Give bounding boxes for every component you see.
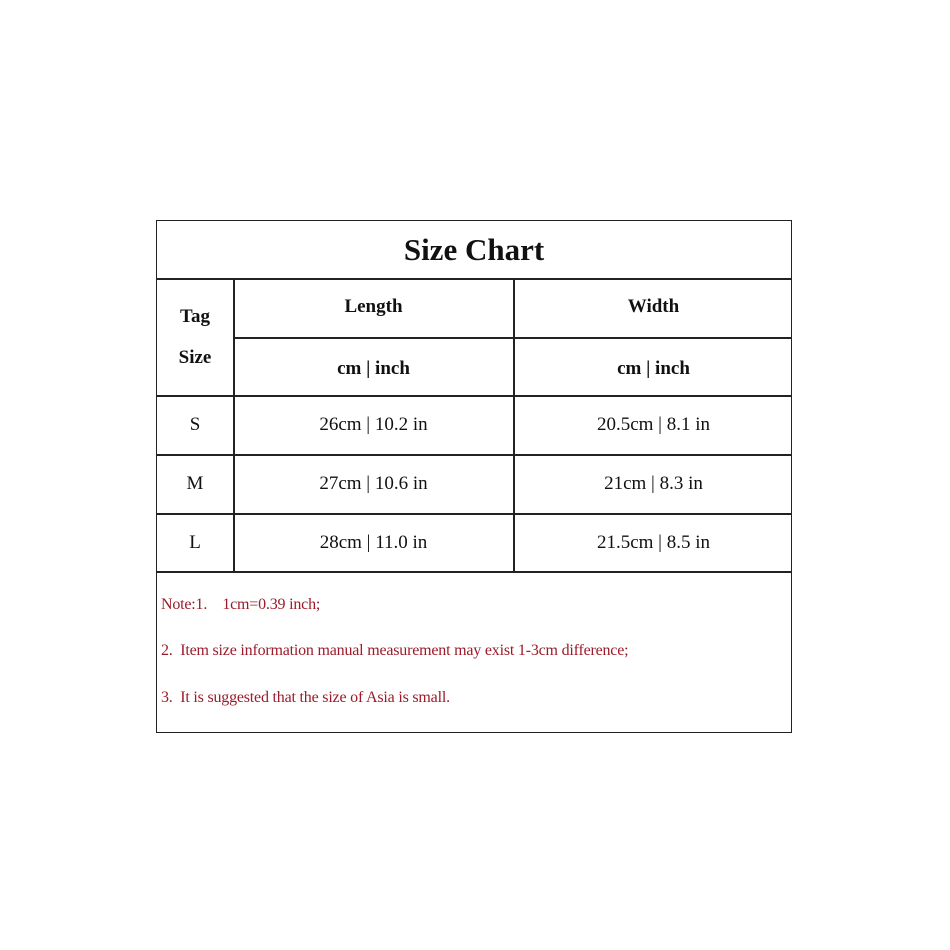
width-header: Width (627, 295, 680, 317)
note-2: 2. Item size information manual measurem… (161, 642, 629, 659)
divider (234, 337, 791, 339)
width-unit-header: cm | inch (617, 357, 690, 379)
divider (157, 571, 791, 573)
row-l-size: L (189, 531, 201, 553)
note-1: Note:1. 1cm=0.39 inch; (161, 596, 321, 613)
row-m-length: 27cm | 10.6 in (319, 473, 428, 494)
row-m-width: 21cm | 8.3 in (604, 473, 703, 494)
row-s-length: 26cm | 10.2 in (319, 414, 428, 435)
row-s-width: 20.5cm | 8.1 in (596, 414, 711, 435)
length-header: Length (344, 295, 403, 317)
length-unit-header: cm | inch (337, 357, 410, 379)
tag-header-line1: Tag (180, 305, 210, 327)
row-l-width: 21.5cm | 8.5 in (596, 531, 711, 553)
tag-header-line2: Size (178, 346, 212, 368)
row-m-size: M (186, 473, 204, 494)
row-l-length: 28cm | 11.0 in (319, 531, 428, 553)
table-title: Size Chart (403, 231, 545, 267)
divider (157, 278, 791, 280)
tag-size-header: Tag Size (157, 278, 233, 395)
row-s-size: S (189, 414, 201, 435)
divider (513, 278, 515, 572)
size-chart-table: Size Chart Tag Size Length Width cm | in… (156, 220, 792, 733)
divider (157, 513, 791, 515)
divider (157, 395, 791, 397)
divider (157, 454, 791, 456)
divider (233, 278, 235, 572)
note-3: 3. It is suggested that the size of Asia… (161, 689, 450, 706)
